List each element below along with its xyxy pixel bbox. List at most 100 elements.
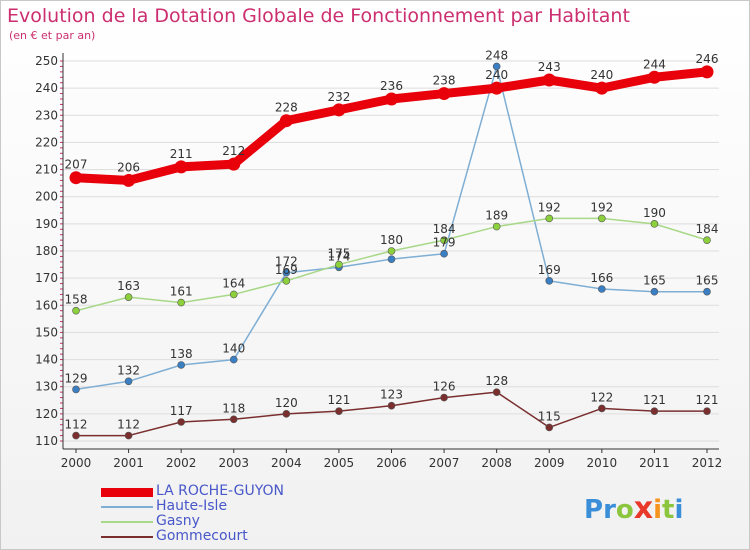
data-label: 248 [485,48,508,62]
data-label: 164 [222,276,245,290]
data-point [703,407,711,415]
data-label: 184 [696,222,719,236]
data-point [598,404,606,413]
data-point [387,401,396,410]
data-label: 121 [696,393,719,407]
proxiti-logo: Proxiti [584,491,683,526]
data-point [598,214,606,223]
x-tick-label: 2005 [324,456,355,470]
data-point [282,410,291,418]
data-point [124,377,133,386]
data-label: 246 [696,52,719,66]
data-point [72,431,80,440]
data-point [174,160,188,174]
legend-label: LA ROCHE-GUYON [156,483,284,499]
data-label: 121 [643,393,666,407]
data-point [227,157,241,171]
data-point [542,73,556,87]
data-label: 192 [590,200,613,214]
legend-label: Gommecourt [156,528,248,544]
x-tick-label: 2011 [639,456,670,470]
y-tick-label: 180 [35,244,58,258]
x-tick-label: 2000 [61,456,92,470]
data-point [440,249,448,258]
data-label: 169 [538,263,561,277]
data-label: 228 [275,101,298,115]
data-label: 129 [65,371,88,385]
y-tick-label: 150 [35,325,58,339]
y-tick-label: 220 [35,135,58,149]
data-label: 117 [170,404,193,418]
data-point [335,260,343,269]
data-label: 211 [170,147,193,161]
y-tick-label: 240 [35,81,58,95]
y-tick-label: 190 [35,217,58,231]
data-label: 189 [485,209,508,223]
data-point [545,277,554,285]
data-label: 165 [643,274,666,288]
logo-letter: o [615,495,634,525]
data-point [72,385,80,394]
data-point [177,298,185,307]
data-point [650,407,659,415]
y-tick-label: 110 [35,434,58,448]
data-point [229,355,238,364]
data-point [177,361,185,369]
data-point [387,247,396,255]
logo-letter: x [633,491,654,526]
data-point [177,418,185,426]
data-point [703,236,711,244]
data-label: 212 [222,144,245,158]
legend-label: Gasny [156,513,200,529]
data-point [385,92,398,106]
data-label: 206 [117,160,140,174]
data-label: 236 [380,79,403,93]
y-tick-label: 140 [35,353,58,367]
data-label: 244 [643,57,666,71]
data-point [492,62,501,71]
chart-subtitle: (en € et par an) [9,29,96,42]
y-tick-label: 230 [35,108,58,122]
data-point [279,114,293,128]
data-label: 179 [433,236,456,250]
data-point [282,277,291,285]
y-tick-label: 200 [35,190,58,204]
data-label: 158 [65,293,88,307]
data-point [650,287,659,296]
data-label: 243 [538,60,561,74]
data-label: 115 [538,409,561,423]
data-label: 169 [275,263,298,277]
y-tick-label: 170 [35,271,58,285]
legend-swatch [101,521,153,523]
data-label: 128 [485,374,508,388]
data-label: 192 [538,200,561,214]
data-point [492,388,501,396]
x-tick-label: 2012 [692,456,723,470]
data-point [440,393,448,402]
data-label: 126 [433,380,456,394]
data-label: 184 [433,222,456,236]
data-point [437,87,451,101]
x-tick-label: 2002 [166,456,197,470]
data-label: 138 [170,347,193,361]
data-point [545,423,554,432]
logo-letter: t [662,495,675,525]
data-label: 123 [380,388,403,402]
legend-swatch [101,487,153,497]
data-point [703,287,711,296]
data-point [650,220,659,228]
data-point [545,214,554,223]
chart-title: Evolution de la Dotation Globale de Fonc… [7,5,630,27]
data-point [69,171,83,185]
data-label: 175 [327,247,350,261]
logo-letter: i [653,495,663,525]
data-label: 118 [222,401,245,415]
data-label: 140 [222,342,245,356]
data-point [229,290,238,299]
data-label: 240 [485,68,508,82]
y-tick-label: 160 [35,298,58,312]
x-tick-label: 2010 [587,456,618,470]
y-tick-label: 120 [35,407,58,421]
data-point [335,407,343,415]
legend-label: Haute-Isle [156,498,228,514]
